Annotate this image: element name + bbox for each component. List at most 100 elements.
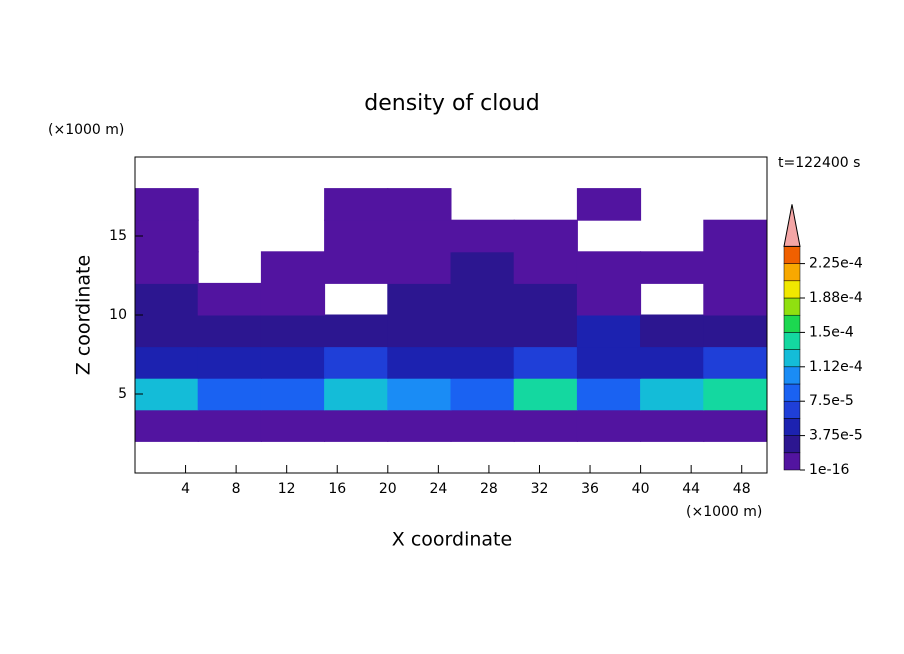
contour-cell xyxy=(450,282,515,316)
colorbar-box xyxy=(783,280,801,299)
x-tick-label: 16 xyxy=(328,481,346,497)
colorbar-box xyxy=(783,297,801,316)
contour-cell xyxy=(576,377,642,411)
y-tick-label: 15 xyxy=(109,228,127,244)
contour-cell xyxy=(387,282,452,316)
contour-cell xyxy=(576,188,642,221)
contour-cell xyxy=(450,346,515,379)
contour-cell xyxy=(197,314,262,348)
contour-cell xyxy=(134,251,199,284)
contour-cell xyxy=(387,188,452,221)
contour-cell xyxy=(134,409,199,442)
contour-cell xyxy=(703,377,768,411)
contour-cell xyxy=(197,282,262,316)
x-tick-label: 20 xyxy=(379,481,397,497)
contour-cell xyxy=(640,346,705,379)
colorbar-label: 1.5e-4 xyxy=(809,324,854,340)
x-tick-label: 36 xyxy=(581,481,599,497)
contour-cell xyxy=(134,219,199,253)
contour-cell xyxy=(450,377,515,411)
colorbar-label: 7.5e-5 xyxy=(809,393,854,409)
contour-cell xyxy=(324,219,389,253)
contour-cell xyxy=(703,219,768,253)
contour-cell xyxy=(640,314,705,348)
contour-cell xyxy=(387,219,452,253)
contour-cell xyxy=(260,377,326,411)
colorbar-box xyxy=(783,418,801,436)
colorbar-box xyxy=(783,452,801,471)
contour-cell xyxy=(260,346,326,379)
contour-cell xyxy=(134,314,199,348)
contour-cell xyxy=(640,409,705,442)
contour-cell xyxy=(324,409,389,442)
contour-cell xyxy=(134,188,199,221)
contour-cell xyxy=(450,314,515,348)
contour-cell xyxy=(640,377,705,411)
contour-cell xyxy=(387,346,452,379)
colorbar-label: 3.75e-5 xyxy=(809,428,863,444)
time-label: t=122400 s xyxy=(778,155,860,171)
colorbar-box xyxy=(783,246,801,264)
x-tick-label: 4 xyxy=(181,481,190,497)
contour-cell xyxy=(134,346,199,379)
contour-cell xyxy=(197,346,262,379)
contour-cell xyxy=(513,251,578,284)
contour-cell xyxy=(134,377,199,411)
contour-cell xyxy=(450,409,515,442)
colorbar-box xyxy=(783,332,801,350)
contour-cell xyxy=(513,282,578,316)
colorbar-box xyxy=(783,383,801,402)
contour-cell xyxy=(640,251,705,284)
colorbar-box xyxy=(783,400,801,419)
colorbar-box xyxy=(783,349,801,368)
x-tick-label: 24 xyxy=(429,481,447,497)
contour-cell xyxy=(324,346,389,379)
contour-cell xyxy=(134,282,199,316)
contour-cell xyxy=(450,251,515,284)
x-unit: (×1000 m) xyxy=(686,504,762,520)
contour-cell xyxy=(513,377,578,411)
contour-cell xyxy=(576,409,642,442)
contour-cell xyxy=(703,314,768,348)
contour-cell xyxy=(703,251,768,284)
contour-cell xyxy=(197,409,262,442)
contour-cell xyxy=(513,219,578,253)
contour-cell xyxy=(387,409,452,442)
x-tick-label: 32 xyxy=(531,481,549,497)
y-tick-label: 5 xyxy=(118,386,127,402)
colorbar-label: 2.25e-4 xyxy=(809,256,863,272)
contour-cell xyxy=(513,314,578,348)
x-tick-label: 48 xyxy=(733,481,751,497)
contour-cell xyxy=(703,346,768,379)
colorbar-box xyxy=(783,435,801,454)
contour-cell xyxy=(260,314,326,348)
contour-cell xyxy=(576,282,642,316)
contour-cell xyxy=(703,282,768,316)
x-tick-label: 28 xyxy=(480,481,498,497)
contour-cell xyxy=(387,314,452,348)
colorbar-overflow xyxy=(783,204,801,247)
colorbar-box xyxy=(783,314,801,333)
contour-cell xyxy=(197,377,262,411)
contour-cell xyxy=(324,377,389,411)
contour-cell xyxy=(576,251,642,284)
contour-cell xyxy=(450,219,515,253)
contour-cell xyxy=(260,409,326,442)
contour-cell xyxy=(513,409,578,442)
contour-cell xyxy=(513,346,578,379)
contour-cell xyxy=(324,314,389,348)
x-tick-label: 8 xyxy=(232,481,241,497)
colorbar-label: 1.88e-4 xyxy=(809,290,863,306)
contour-cell xyxy=(387,251,452,284)
colorbar-label: 1.12e-4 xyxy=(809,359,863,375)
colorbar-label: 1e-16 xyxy=(809,462,849,478)
contour-cell xyxy=(576,346,642,379)
y-tick-label: 10 xyxy=(109,307,127,323)
chart-title: density of cloud xyxy=(364,91,539,116)
contour-cell xyxy=(324,188,389,221)
contour-cell xyxy=(576,314,642,348)
colorbar-box xyxy=(783,366,801,385)
x-tick-label: 40 xyxy=(632,481,650,497)
